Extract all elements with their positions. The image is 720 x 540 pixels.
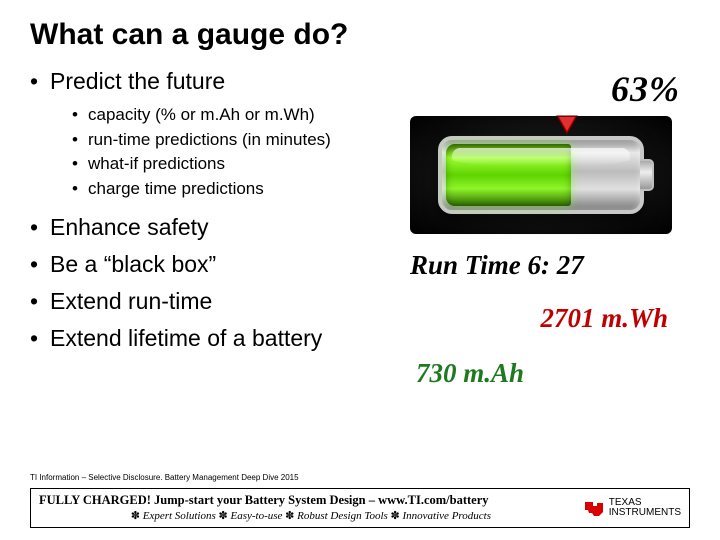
footer-left: FULLY CHARGED! Jump-start your Battery S… <box>39 493 583 522</box>
sub-bullet-list: capacity (% or m.Ah or m.Wh) run-time pr… <box>72 103 402 202</box>
footer-tag-d: Innovative Products <box>403 510 491 522</box>
flower-icon: ✽ <box>131 510 140 522</box>
flower-icon: ✽ <box>285 510 294 522</box>
percent-label: 63% <box>410 68 690 110</box>
footer-line2: ✽ Expert Solutions ✽ Easy-to-use ✽ Robus… <box>39 509 583 522</box>
sub-bullet-capacity: capacity (% or m.Ah or m.Wh) <box>72 103 402 128</box>
bullet-extend-lifetime: Extend lifetime of a battery <box>30 323 402 354</box>
bullet-blackbox: Be a “black box” <box>30 249 402 280</box>
bullet-extend-runtime: Extend run-time <box>30 286 402 317</box>
ti-chip-icon <box>583 498 605 518</box>
footer-tag-b: Easy-to-use <box>230 510 282 522</box>
bullet-safety: Enhance safety <box>30 212 402 243</box>
right-column: 63% Run Time 6: 27 2701 m.Wh 730 m.Ah <box>410 66 690 389</box>
footer-tag-c: Robust Design Tools <box>297 510 388 522</box>
sub-bullet-runtime: run-time predictions (in minutes) <box>72 128 402 153</box>
main-bullet-list: Predict the future <box>30 66 402 97</box>
sub-bullet-whatif: what-if predictions <box>72 152 402 177</box>
slide-title: What can a gauge do? <box>30 18 690 52</box>
flower-icon: ✽ <box>219 510 228 522</box>
disclosure-text: TI Information – Selective Disclosure. B… <box>30 473 690 482</box>
battery-body <box>438 136 644 214</box>
content-row: Predict the future capacity (% or m.Ah o… <box>30 66 690 389</box>
ti-logo: TEXAS INSTRUMENTS <box>583 498 681 518</box>
footer-bar: FULLY CHARGED! Jump-start your Battery S… <box>30 488 690 528</box>
ti-text-top: TEXAS <box>609 498 681 508</box>
sub-bullet-charge: charge time predictions <box>72 177 402 202</box>
bullet-predict: Predict the future <box>30 66 402 97</box>
left-column: Predict the future capacity (% or m.Ah o… <box>30 66 410 360</box>
metric-mwh: 2701 m.Wh <box>410 303 690 334</box>
slide: What can a gauge do? Predict the future … <box>0 0 720 540</box>
battery-tip <box>640 159 654 191</box>
ti-logo-text: TEXAS INSTRUMENTS <box>609 498 681 518</box>
metric-runtime: Run Time 6: 27 <box>410 250 690 281</box>
main-bullet-list-2: Enhance safety Be a “black box” Extend r… <box>30 212 402 354</box>
footer: TI Information – Selective Disclosure. B… <box>30 473 690 528</box>
battery-fill <box>446 144 571 206</box>
metric-mah: 730 m.Ah <box>410 358 690 389</box>
footer-tag-a: Expert Solutions <box>143 510 216 522</box>
battery-graphic <box>410 116 672 234</box>
pointer-icon <box>554 114 580 136</box>
flower-icon: ✽ <box>391 510 400 522</box>
ti-text-bot: INSTRUMENTS <box>609 508 681 518</box>
footer-line1: FULLY CHARGED! Jump-start your Battery S… <box>39 493 583 508</box>
